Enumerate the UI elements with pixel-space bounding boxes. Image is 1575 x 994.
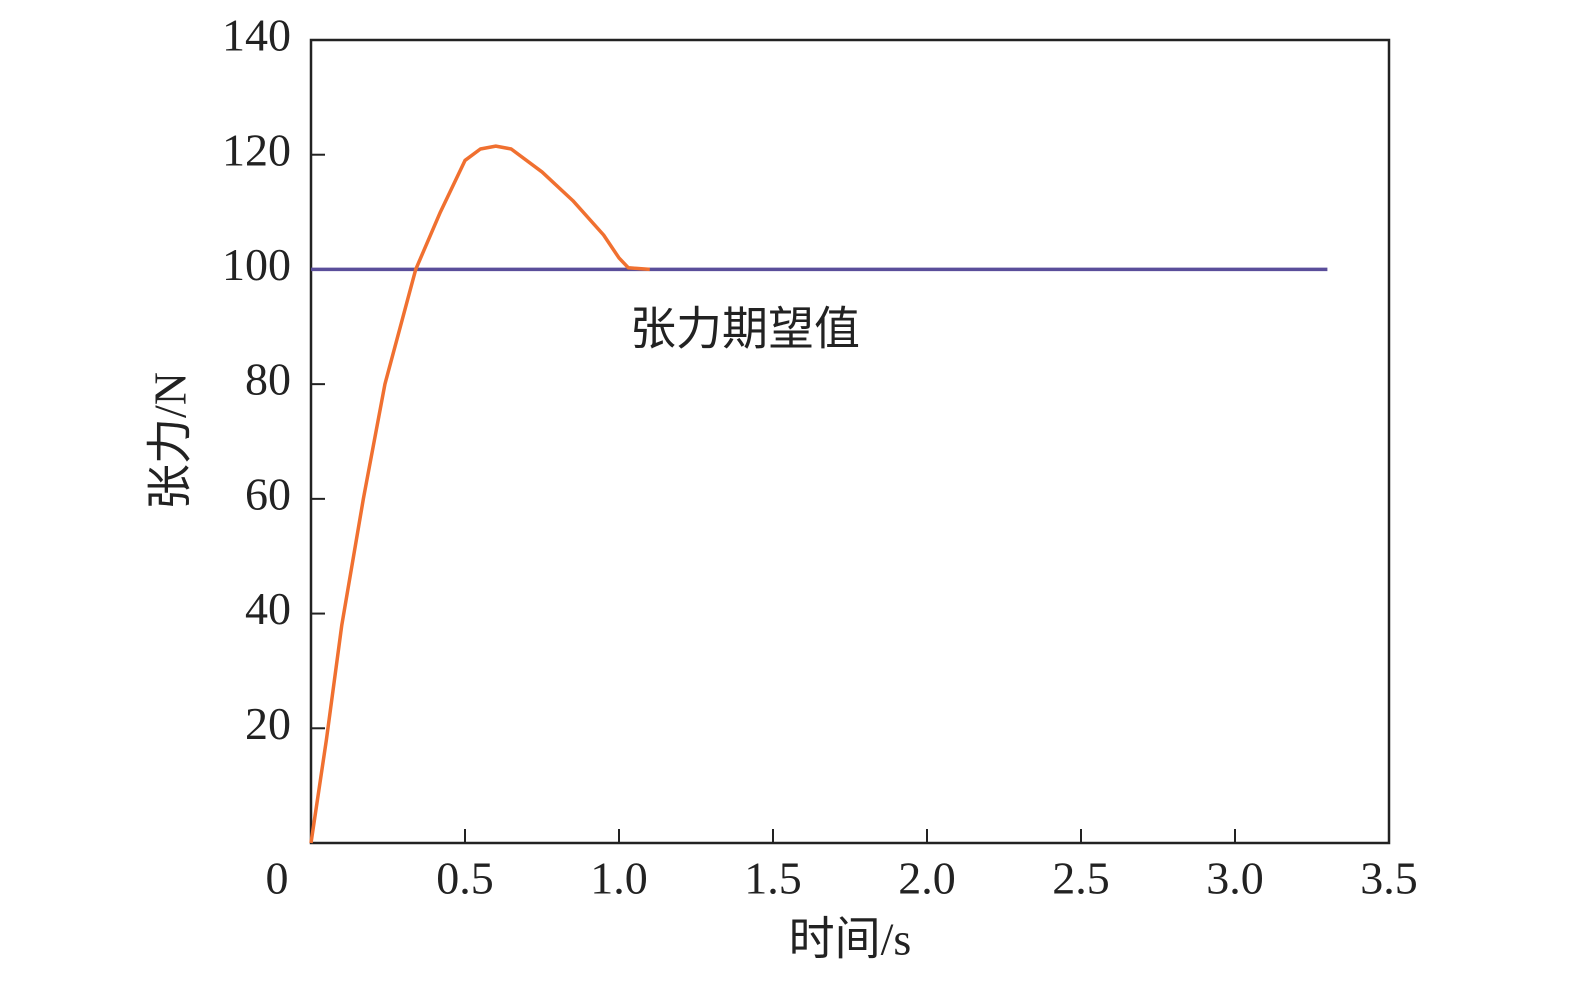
- x-tick-label: 3.5: [1360, 853, 1418, 904]
- y-tick-label: 120: [222, 124, 291, 175]
- y-tick-label: 40: [245, 583, 291, 634]
- y-axis-label: 张力/N: [145, 372, 196, 510]
- plot-frame: [309, 38, 1391, 845]
- y-tick-label: 100: [222, 239, 291, 290]
- line-series: [309, 144, 650, 844]
- x-tick-label: 2.0: [898, 853, 956, 904]
- x-tick-label: 0: [266, 853, 289, 904]
- annotation: 张力期望值: [630, 304, 860, 355]
- x-tick-label: 0.5: [436, 853, 494, 904]
- x-axis-label: 时间/s: [789, 914, 912, 965]
- x-tick-label: 1.5: [744, 853, 802, 904]
- x-tick-label: 3.0: [1206, 853, 1264, 904]
- y-tick-label: 80: [245, 354, 291, 405]
- y-tick-label: 140: [222, 10, 291, 61]
- y-tick-label: 20: [245, 698, 291, 749]
- x-tick-label: 2.5: [1052, 853, 1110, 904]
- y-tick-label: 60: [245, 468, 291, 519]
- x-tick-label: 1.0: [590, 853, 648, 904]
